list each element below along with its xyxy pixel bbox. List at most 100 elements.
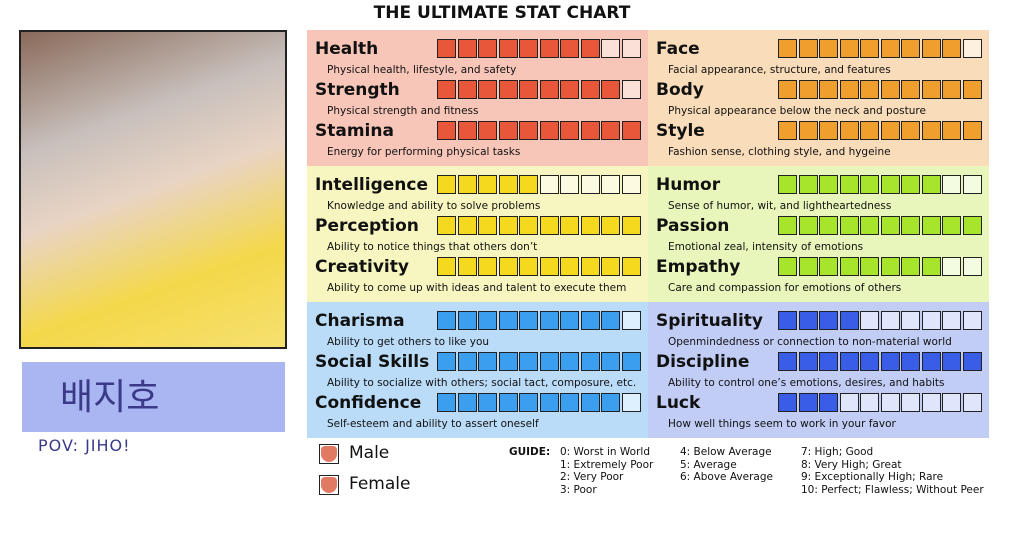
stat-description: Knowledge and ability to solve problems xyxy=(327,200,541,212)
stat-name: Empathy xyxy=(656,257,741,277)
stat-box xyxy=(880,80,900,99)
stat-box xyxy=(478,352,497,371)
gender-label: Female xyxy=(349,474,411,494)
stat-box xyxy=(601,175,620,194)
stat-box xyxy=(839,175,859,194)
stat-bar xyxy=(778,216,982,235)
guide-item: 2: Very Poor xyxy=(560,471,624,483)
stat-box xyxy=(962,257,982,276)
stat-box xyxy=(798,257,818,276)
stat-box xyxy=(519,311,538,330)
stat-bar xyxy=(778,311,982,330)
name-box xyxy=(22,362,285,432)
stat-box xyxy=(778,216,797,235)
stat-box xyxy=(778,80,797,99)
stat-box xyxy=(798,352,818,371)
stat-box xyxy=(580,393,600,412)
stat-box xyxy=(498,216,518,235)
stat-box xyxy=(580,175,600,194)
guide-item: 9: Exceptionally High; Rare xyxy=(801,471,944,483)
stat-box xyxy=(839,80,859,99)
stat-box xyxy=(839,352,859,371)
stat-box xyxy=(539,80,559,99)
stat-description: Ability to come up with ideas and talent… xyxy=(327,282,627,294)
stat-box xyxy=(621,352,641,371)
stat-box xyxy=(519,39,538,58)
stat-bar xyxy=(778,39,982,58)
stat-name: Spirituality xyxy=(656,311,764,331)
stat-box xyxy=(437,80,456,99)
guide-item: 0: Worst in World xyxy=(560,446,650,458)
stat-box xyxy=(880,257,900,276)
heart xyxy=(321,477,337,493)
guide-item: 8: Very High; Great xyxy=(801,458,902,471)
stat-box xyxy=(901,257,920,276)
guide-heading: GUIDE: xyxy=(509,446,551,458)
stat-description: Openmindedness or connection to non-mate… xyxy=(668,336,952,348)
stat-box xyxy=(478,80,497,99)
stat-name: Stamina xyxy=(315,121,394,141)
stat-box xyxy=(962,393,982,412)
stat-box xyxy=(921,257,941,276)
stat-box xyxy=(457,39,477,58)
stat-box xyxy=(621,393,641,412)
stat-box xyxy=(778,393,797,412)
gender-checkbox[interactable] xyxy=(319,475,339,495)
stat-box xyxy=(539,352,559,371)
stat-bar xyxy=(778,257,982,276)
stat-box xyxy=(880,352,900,371)
stat-box xyxy=(498,39,518,58)
stat-box xyxy=(601,393,620,412)
stat-box xyxy=(601,257,620,276)
stat-box xyxy=(798,175,818,194)
stat-box xyxy=(437,311,456,330)
stat-box xyxy=(962,311,982,330)
title: THE ULTIMATE STAT CHART xyxy=(373,3,631,23)
stat-bar xyxy=(778,80,982,99)
stat-box xyxy=(942,175,961,194)
stat-box xyxy=(519,393,538,412)
stat-box xyxy=(921,39,941,58)
stat-name: Style xyxy=(656,121,705,141)
stat-box xyxy=(901,39,920,58)
stat-box xyxy=(498,352,518,371)
stat-box xyxy=(819,352,838,371)
stat-bar xyxy=(437,39,641,58)
stat-box xyxy=(437,352,456,371)
stat-box xyxy=(560,39,579,58)
gender-checkbox[interactable] xyxy=(319,444,339,464)
stat-name: Health xyxy=(315,39,379,59)
stat-box xyxy=(457,352,477,371)
stat-box xyxy=(580,352,600,371)
stat-box xyxy=(880,121,900,140)
stat-bar xyxy=(437,121,641,140)
stat-box xyxy=(498,393,518,412)
stat-box xyxy=(962,175,982,194)
stat-box xyxy=(839,257,859,276)
stat-name: Intelligence xyxy=(315,175,428,195)
stat-box xyxy=(901,121,920,140)
stat-box xyxy=(778,311,797,330)
stat-description: Physical appearance below the neck and p… xyxy=(668,105,926,117)
stat-box xyxy=(519,175,538,194)
profile-caption: POV: JIHO! xyxy=(38,436,131,455)
stat-box xyxy=(901,80,920,99)
stat-box xyxy=(860,311,879,330)
stat-box xyxy=(860,216,879,235)
stat-box xyxy=(601,311,620,330)
stat-box xyxy=(539,311,559,330)
stat-box xyxy=(457,311,477,330)
stat-box xyxy=(819,393,838,412)
guide-item: 7: High; Good xyxy=(801,446,874,458)
stat-box xyxy=(560,121,579,140)
stat-bar xyxy=(437,80,641,99)
stat-name: Charisma xyxy=(315,311,405,331)
stat-box xyxy=(942,257,961,276)
guide-item: 5: Average xyxy=(680,458,737,471)
stat-box xyxy=(819,216,838,235)
stat-box xyxy=(601,352,620,371)
stat-box xyxy=(778,257,797,276)
stat-description: Self-esteem and ability to assert onesel… xyxy=(327,418,539,430)
stat-box xyxy=(539,393,559,412)
